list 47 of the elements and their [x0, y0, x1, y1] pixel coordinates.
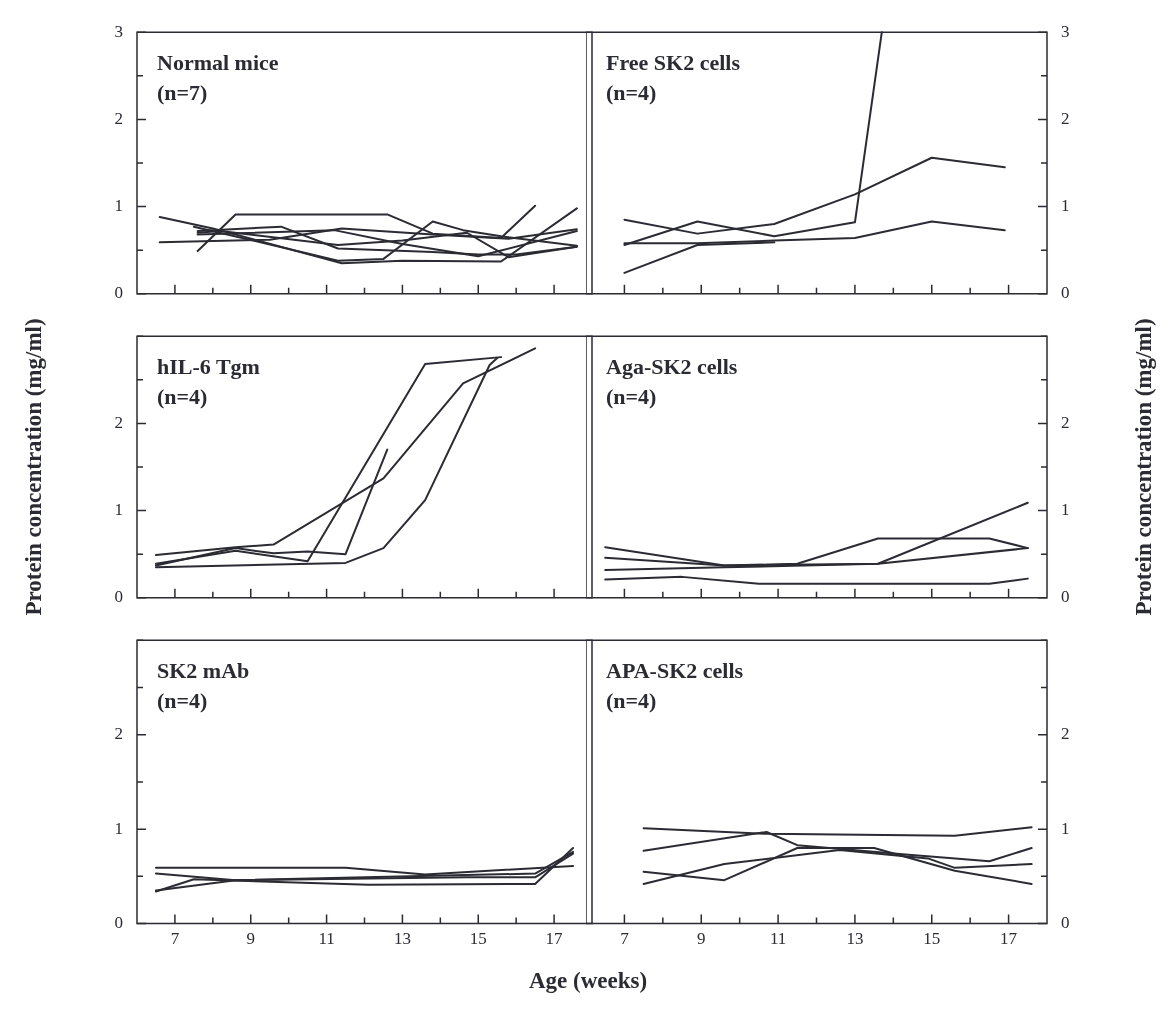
text: (n=4) — [606, 80, 657, 106]
y-axis-title: Protein concentration (mg/ml) — [21, 318, 47, 616]
text: (n=4) — [606, 688, 657, 714]
y-tick-label: 1 — [1061, 196, 1070, 216]
y-tick-label: 2 — [1061, 724, 1070, 744]
text: (n=4) — [157, 688, 208, 714]
y-tick-label: 1 — [114, 196, 123, 216]
text: hIL-6 Tgm — [157, 354, 260, 380]
y-tick-label: 0 — [114, 587, 123, 607]
x-tick-label: 15 — [469, 929, 487, 949]
text: (n=4) — [157, 384, 208, 410]
y-tick-label: 1 — [1061, 500, 1070, 520]
text: Free SK2 cells — [606, 50, 741, 76]
x-tick-label: 17 — [1000, 929, 1018, 949]
y-tick-label: 3 — [1061, 21, 1070, 41]
y-tick-label: 2 — [1061, 108, 1070, 128]
text: Aga-SK2 cells — [606, 354, 738, 380]
x-tick-label: 9 — [697, 929, 706, 949]
y-tick-label: 0 — [1061, 587, 1070, 607]
y-tick-label: 1 — [1061, 818, 1070, 838]
text: (n=7) — [157, 80, 208, 106]
y-tick-label: 0 — [114, 913, 123, 933]
y-tick-label: 0 — [1061, 913, 1070, 933]
text: (n=4) — [606, 384, 657, 410]
y-tick-label: 2 — [1061, 412, 1070, 432]
x-tick-label: 11 — [318, 929, 335, 949]
text: Normal mice — [157, 50, 279, 76]
x-tick-label: 11 — [769, 929, 787, 949]
y-tick-label: 0 — [114, 283, 123, 303]
y-tick-label: 1 — [114, 818, 123, 838]
x-tick-label: 7 — [170, 929, 180, 949]
y-tick-label: 2 — [114, 412, 123, 432]
x-tick-label: 17 — [545, 929, 564, 949]
y-tick-label: 3 — [114, 21, 123, 41]
y-tick-label: 0 — [1061, 283, 1070, 303]
text: APA-SK2 cells — [606, 658, 744, 684]
x-tick-label: 13 — [846, 929, 864, 949]
text: SK2 mAb — [157, 658, 250, 684]
y-tick-label: 1 — [114, 500, 123, 520]
x-tick-label: 13 — [393, 929, 411, 949]
x-tick-label: 15 — [923, 929, 941, 949]
x-axis-title: Age (weeks) — [528, 968, 648, 994]
y-axis-title: Protein concentration (mg/ml) — [1131, 318, 1157, 616]
y-tick-label: 2 — [114, 724, 123, 744]
y-tick-label: 2 — [114, 108, 123, 128]
x-tick-label: 7 — [620, 929, 630, 949]
x-tick-label: 9 — [246, 929, 255, 949]
